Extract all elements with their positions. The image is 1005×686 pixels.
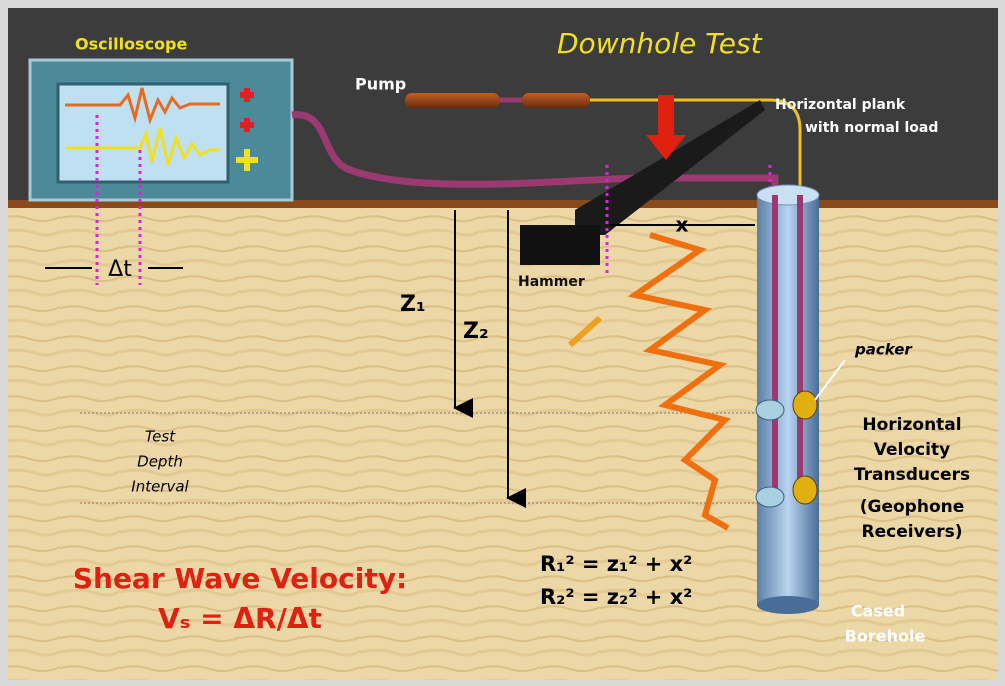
receiver <box>792 390 818 420</box>
receiver <box>755 486 785 508</box>
cable <box>772 195 803 490</box>
load-arrow <box>646 95 686 160</box>
trace <box>65 127 220 166</box>
receiver <box>755 399 785 421</box>
label: Depth <box>137 453 183 471</box>
hammer <box>520 225 600 265</box>
cable <box>590 98 802 490</box>
equation: R₂² = z₂² + x² <box>540 585 692 609</box>
label: Horizontal <box>862 415 961 435</box>
label: Horizontal plank <box>775 97 906 113</box>
title: Downhole Test <box>557 27 763 60</box>
equation: R₁² = z₁² + x² <box>540 552 692 576</box>
label: packer <box>854 341 913 359</box>
label: Oscilloscope <box>75 35 188 54</box>
wave <box>627 232 731 531</box>
formula: Shear Wave Velocity: <box>73 562 407 595</box>
label: Z₁ <box>400 292 426 317</box>
pump <box>405 93 500 108</box>
label: Δt <box>108 257 132 282</box>
label: Z₂ <box>463 319 489 344</box>
plank <box>575 100 765 235</box>
label: Hammer <box>518 274 585 290</box>
pointer <box>814 359 846 401</box>
receiver <box>792 475 818 505</box>
marker <box>95 115 772 290</box>
interval <box>80 412 760 504</box>
trace <box>65 87 220 125</box>
arrow <box>567 315 603 348</box>
label: Transducers <box>854 465 970 485</box>
label: Cased <box>851 602 905 621</box>
knob <box>240 88 254 132</box>
label: Receivers) <box>862 522 963 542</box>
screen <box>56 82 230 184</box>
label: Pump <box>355 75 406 94</box>
label: Borehole <box>845 627 926 646</box>
label: Test <box>145 428 176 446</box>
cable <box>291 111 779 490</box>
label: (Geophone <box>860 497 965 517</box>
label: with normal load <box>805 120 938 136</box>
borehole <box>756 184 820 206</box>
ground-line <box>8 200 998 208</box>
pump <box>522 93 590 108</box>
label: x <box>676 213 689 237</box>
formula: Vₛ = ΔR/Δt <box>158 602 322 635</box>
knob <box>236 149 258 171</box>
borehole <box>757 596 819 614</box>
label: Interval <box>131 478 189 496</box>
label: Velocity <box>874 440 950 460</box>
